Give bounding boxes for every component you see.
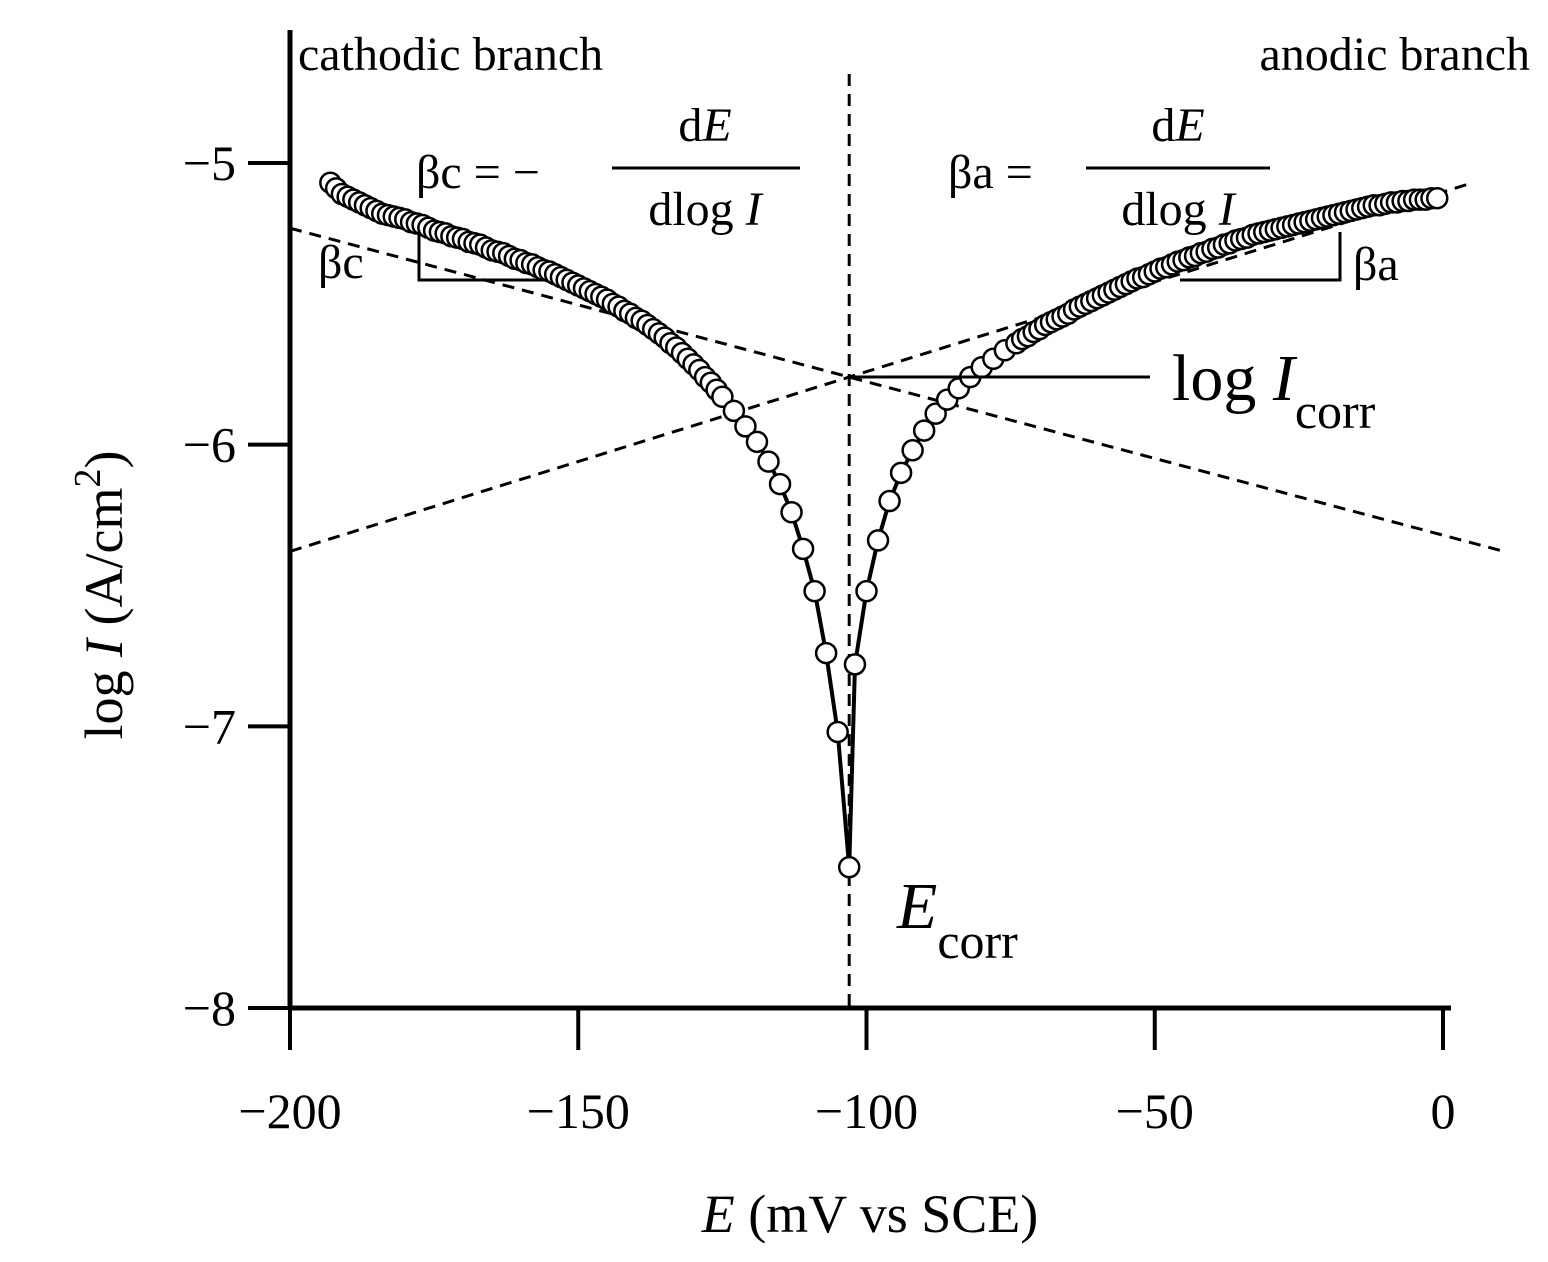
cathodic-data-point xyxy=(837,855,861,879)
axes xyxy=(287,30,1451,1011)
cathodic-data-point xyxy=(791,537,815,561)
betac-formula-denominator: dlog I xyxy=(648,183,763,236)
ecorr-sub: corr xyxy=(937,913,1018,969)
y-tick-label: −5 xyxy=(183,135,236,191)
log-icorr-label: log Icorr xyxy=(1172,342,1376,439)
cathodic-tafel-line xyxy=(289,226,1502,552)
x-axis-title-var: E xyxy=(701,1184,735,1244)
betac-formula-numerator: dE xyxy=(678,99,731,152)
log-icorr-sub: corr xyxy=(1295,383,1376,439)
anodic-data-point xyxy=(866,529,890,552)
log-icorr-var: I xyxy=(1272,342,1298,415)
anodic-data-point xyxy=(855,579,878,603)
cathodic-data-point xyxy=(814,641,838,665)
y-axis-title-var: I xyxy=(74,636,134,658)
betac-num-d: d xyxy=(678,99,702,152)
anodic-data-point xyxy=(878,489,901,513)
y-axis-title-close: ) xyxy=(74,451,134,469)
x-tick-label: −150 xyxy=(527,1083,630,1139)
cathodic-data-point xyxy=(757,450,780,473)
polarization-curve xyxy=(328,181,1438,868)
betac-num-var: E xyxy=(701,99,731,152)
y-tick-label: −7 xyxy=(183,698,236,754)
betac-formula: βc = − dE dlog I xyxy=(416,99,800,236)
betaa-den-text: dlog xyxy=(1121,183,1218,236)
x-tick-label: −50 xyxy=(1116,1083,1194,1139)
x-tick-label: −100 xyxy=(815,1083,918,1139)
x-axis-title-rest: (mV vs SCE) xyxy=(735,1184,1039,1244)
y-axis-title: log I (A/cm2) xyxy=(67,451,134,740)
log-icorr-prefix: log xyxy=(1172,342,1273,415)
betac-formula-lhs: βc = − xyxy=(416,146,540,199)
betac-den-var: I xyxy=(745,183,764,236)
y-tick-label: −6 xyxy=(183,417,236,473)
y-axis-title-prefix: log xyxy=(74,657,134,740)
data-points xyxy=(319,171,1449,879)
cathodic-data-point xyxy=(745,430,769,454)
betaa-slope-triangle xyxy=(1180,232,1342,282)
y-axis-title-rest: (A/cm xyxy=(74,488,134,639)
betaa-formula-lhs: βa = xyxy=(948,146,1033,199)
x-axis-title: E (mV vs SCE) xyxy=(701,1184,1039,1244)
betac-den-text: dlog xyxy=(648,183,745,236)
y-tick-label: −8 xyxy=(183,980,236,1036)
anodic-tafel-line xyxy=(289,181,1473,553)
tick-group: −200 −150 −100 −50 0 −5 −6 −7 −8 xyxy=(183,135,1456,1139)
anodic-data-point xyxy=(901,439,924,462)
cathodic-data-point xyxy=(826,720,849,744)
betac-slope-label: βc xyxy=(318,236,364,289)
ecorr-var: E xyxy=(896,870,937,943)
anodic-data-point xyxy=(1425,186,1449,210)
y-axis-title-sup: 2 xyxy=(67,469,109,488)
ecorr-label: Ecorr xyxy=(896,870,1018,969)
betaa-slope-label: βa xyxy=(1353,238,1399,291)
cathodic-data-point xyxy=(780,501,803,524)
cathodic-data-point xyxy=(734,415,757,438)
betaa-num-var: E xyxy=(1174,99,1204,152)
anodic-data-point xyxy=(912,419,936,442)
anodic-branch-label: anodic branch xyxy=(1259,28,1530,81)
betaa-num-d: d xyxy=(1151,99,1175,152)
x-tick-label: 0 xyxy=(1431,1083,1456,1139)
betac-slope-triangle xyxy=(417,230,545,282)
anodic-data-point xyxy=(889,461,913,485)
cathodic-branch-label: cathodic branch xyxy=(298,28,603,81)
betaa-formula: βa = dE dlog I xyxy=(948,99,1270,236)
x-tick-label: −200 xyxy=(238,1083,341,1139)
betaa-formula-denominator: dlog I xyxy=(1121,183,1236,236)
cathodic-data-point xyxy=(768,472,792,496)
betaa-den-var: I xyxy=(1218,183,1237,236)
cathodic-data-point xyxy=(803,579,826,603)
cathodic-data-point xyxy=(722,399,746,423)
anodic-data-point xyxy=(843,653,867,676)
betaa-formula-numerator: dE xyxy=(1151,99,1204,152)
